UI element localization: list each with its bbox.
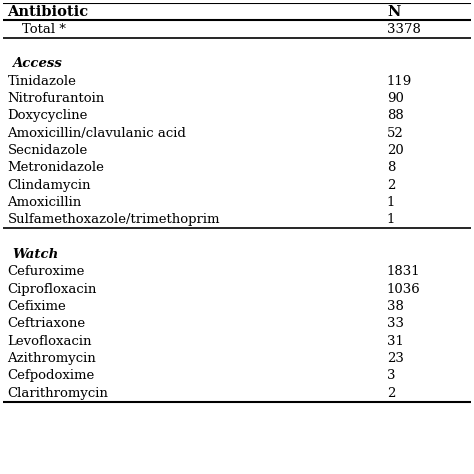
Text: Access: Access bbox=[12, 57, 62, 70]
Text: 1: 1 bbox=[387, 213, 395, 226]
Text: 3: 3 bbox=[387, 369, 395, 383]
Text: Metronidazole: Metronidazole bbox=[8, 161, 104, 174]
Text: 119: 119 bbox=[387, 74, 412, 88]
Text: Amoxicillin: Amoxicillin bbox=[8, 196, 82, 209]
Text: Levofloxacin: Levofloxacin bbox=[8, 335, 92, 347]
Text: 88: 88 bbox=[387, 109, 404, 122]
Text: 33: 33 bbox=[387, 317, 404, 330]
Text: 23: 23 bbox=[387, 352, 404, 365]
Text: 31: 31 bbox=[387, 335, 404, 347]
Text: N: N bbox=[387, 5, 400, 18]
Text: Amoxicillin/clavulanic acid: Amoxicillin/clavulanic acid bbox=[8, 127, 186, 139]
Text: Antibiotic: Antibiotic bbox=[8, 5, 89, 18]
Text: 2: 2 bbox=[387, 179, 395, 191]
Text: Tinidazole: Tinidazole bbox=[8, 74, 76, 88]
Text: 3378: 3378 bbox=[387, 23, 421, 36]
Text: Cefixime: Cefixime bbox=[8, 300, 66, 313]
Text: Cefuroxime: Cefuroxime bbox=[8, 265, 85, 278]
Text: Total *: Total * bbox=[21, 23, 65, 36]
Text: Ciprofloxacin: Ciprofloxacin bbox=[8, 283, 97, 296]
Text: Azithromycin: Azithromycin bbox=[8, 352, 96, 365]
Text: 52: 52 bbox=[387, 127, 404, 139]
Text: 8: 8 bbox=[387, 161, 395, 174]
Text: 1831: 1831 bbox=[387, 265, 420, 278]
Text: 2: 2 bbox=[387, 387, 395, 400]
Text: 1: 1 bbox=[387, 196, 395, 209]
Text: Sulfamethoxazole/trimethoprim: Sulfamethoxazole/trimethoprim bbox=[8, 213, 220, 226]
Text: Secnidazole: Secnidazole bbox=[8, 144, 88, 157]
Text: 38: 38 bbox=[387, 300, 404, 313]
Text: Cefpodoxime: Cefpodoxime bbox=[8, 369, 95, 383]
Text: 20: 20 bbox=[387, 144, 404, 157]
Text: Clarithromycin: Clarithromycin bbox=[8, 387, 109, 400]
Text: Watch: Watch bbox=[12, 248, 58, 261]
Text: 1036: 1036 bbox=[387, 283, 420, 296]
Text: Nitrofurantoin: Nitrofurantoin bbox=[8, 92, 105, 105]
Text: 90: 90 bbox=[387, 92, 404, 105]
Text: Clindamycin: Clindamycin bbox=[8, 179, 91, 191]
Text: Doxycycline: Doxycycline bbox=[8, 109, 88, 122]
Text: Ceftriaxone: Ceftriaxone bbox=[8, 317, 86, 330]
